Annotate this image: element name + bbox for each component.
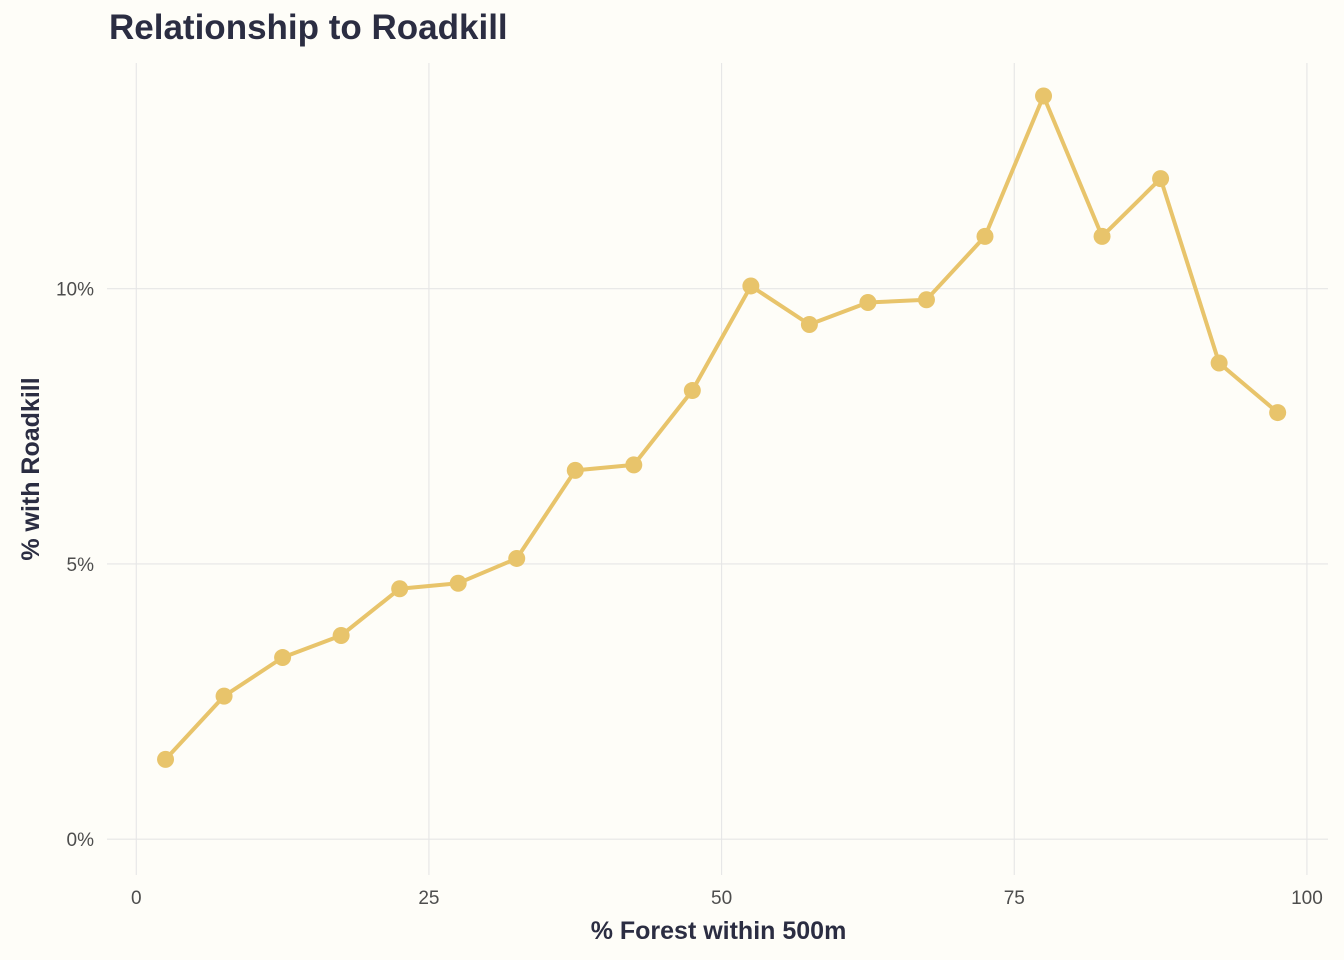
data-point bbox=[449, 574, 467, 592]
data-point bbox=[1269, 404, 1287, 422]
data-point bbox=[1093, 227, 1111, 245]
series-line bbox=[163, 94, 1280, 762]
data-point bbox=[800, 315, 818, 333]
data-point bbox=[683, 382, 701, 400]
series-layer bbox=[157, 87, 1287, 768]
data-point bbox=[274, 649, 292, 667]
data-point bbox=[859, 293, 877, 311]
data-point bbox=[391, 580, 409, 598]
x-tick-label: 75 bbox=[1004, 888, 1025, 909]
y-tick-label: 0% bbox=[67, 830, 95, 851]
data-point bbox=[215, 687, 233, 705]
x-tick-label: 0 bbox=[131, 888, 142, 909]
data-point bbox=[742, 277, 760, 295]
data-point bbox=[332, 627, 350, 645]
y-tick-labels: 0% 5% 10% bbox=[56, 280, 94, 852]
data-point bbox=[1210, 354, 1228, 372]
data-point bbox=[625, 456, 643, 474]
grid-layer bbox=[107, 63, 1328, 875]
x-tick-label: 50 bbox=[711, 888, 732, 909]
data-point bbox=[508, 549, 526, 567]
data-point bbox=[976, 227, 994, 245]
x-axis-title: % Forest within 500m bbox=[591, 917, 847, 945]
data-point bbox=[566, 461, 584, 479]
y-axis-title: % with Roadkill bbox=[17, 377, 45, 560]
y-tick-label: 5% bbox=[67, 555, 95, 576]
x-tick-label: 25 bbox=[418, 888, 439, 909]
y-tick-label: 10% bbox=[56, 280, 94, 301]
data-point bbox=[917, 291, 935, 309]
x-tick-labels: 0 25 50 75 100 bbox=[131, 888, 1323, 909]
x-tick-label: 100 bbox=[1291, 888, 1323, 909]
data-point bbox=[1035, 87, 1053, 105]
data-point bbox=[157, 750, 175, 768]
chart-title: Relationship to Roadkill bbox=[109, 8, 508, 47]
data-point bbox=[1152, 170, 1170, 188]
